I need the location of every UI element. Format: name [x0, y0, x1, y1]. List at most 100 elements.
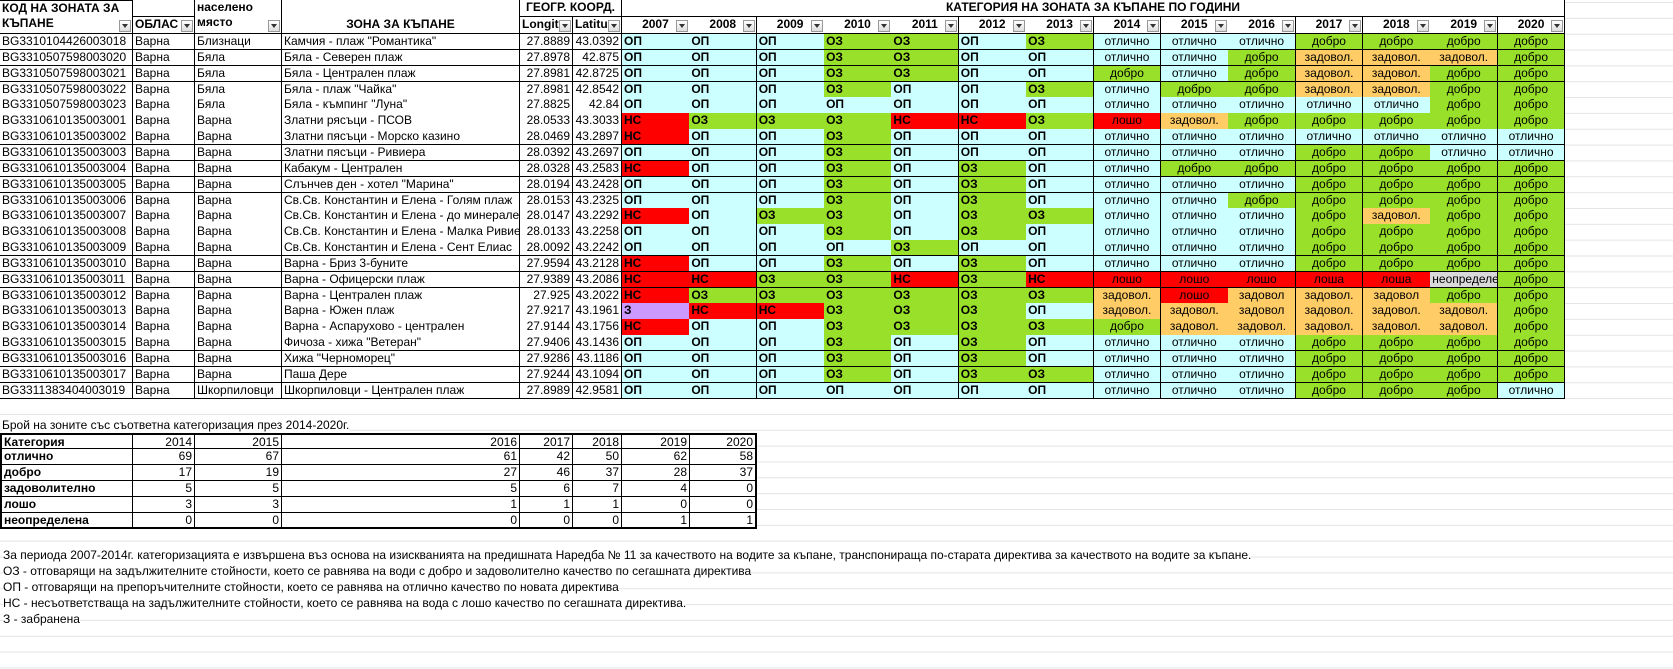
category: ОЗ — [824, 144, 892, 162]
category-text: добро — [1312, 176, 1346, 191]
filter-button[interactable] — [1214, 20, 1227, 32]
latitude: 43.2242 — [573, 240, 622, 257]
filter-button[interactable] — [268, 20, 280, 32]
category-text: ОЗ — [960, 351, 978, 365]
category: добро — [1430, 240, 1499, 257]
category: задовол — [1362, 287, 1431, 304]
category-text: задовол. — [1102, 287, 1152, 302]
category-text: отлично — [1508, 382, 1554, 397]
category-text: добро — [1379, 113, 1414, 128]
category: ОП — [958, 240, 1027, 257]
category-text: отлично — [1104, 97, 1150, 112]
category: ОЗ — [891, 240, 960, 257]
latitude: 43.2697 — [573, 144, 622, 162]
category-text: добро — [1446, 366, 1481, 381]
longitude: 28.0153 — [520, 192, 573, 209]
category: ОП — [891, 129, 960, 146]
region: Варна — [133, 255, 195, 273]
header-category: КАТЕГОРИЯ НА ЗОНАТА ЗА КЪПАНЕ ПО ГОДИНИ — [622, 0, 1565, 17]
summary-count-text: 0 — [612, 513, 619, 527]
category: добро — [1497, 192, 1566, 209]
category: отлично — [1228, 97, 1297, 114]
filter-button[interactable] — [1551, 20, 1564, 32]
category-text: ОП — [1028, 129, 1047, 144]
category-text: задовол. — [1169, 303, 1219, 318]
category-text: отлично — [1239, 382, 1285, 397]
category-text: добро — [1379, 160, 1414, 175]
category-text: добро — [1446, 81, 1481, 96]
category-text: ОП — [691, 176, 710, 191]
region: Варна — [133, 208, 195, 225]
category: ОЗ — [1026, 287, 1094, 304]
category-text: отлично — [1239, 366, 1285, 381]
category: ОП — [756, 34, 825, 51]
category: ОЗ — [824, 160, 892, 178]
category: лошо — [1093, 113, 1162, 130]
category-text: ОЗ — [893, 319, 911, 334]
category: ОЗ — [891, 287, 960, 304]
header-year: 2013 — [1026, 17, 1094, 34]
longitude: 27.8981 — [520, 65, 573, 83]
category-text: ОЗ — [893, 303, 911, 318]
category: ОП — [958, 65, 1027, 83]
category: отлично — [1430, 144, 1499, 162]
filter-button[interactable] — [608, 20, 620, 32]
filter-button[interactable] — [743, 20, 756, 32]
filter-button[interactable] — [181, 20, 193, 32]
filter-button[interactable] — [1147, 20, 1160, 32]
zone-name: Бяла - къмпинг "Луна" — [282, 97, 520, 114]
category-text: добро — [1312, 240, 1346, 255]
category: отлично — [1093, 255, 1162, 273]
summary-count: 62 — [622, 449, 690, 465]
category: ОП — [891, 255, 960, 273]
category-text: ОЗ — [1028, 287, 1045, 302]
category: добро — [1362, 366, 1431, 384]
category-text: отлично — [1171, 49, 1217, 64]
zone-code: BG3310610135003008 — [0, 224, 133, 241]
filter-button[interactable] — [559, 20, 571, 32]
filter-button[interactable] — [1282, 20, 1295, 32]
place-text: Варна — [197, 303, 232, 318]
category: ОП — [689, 208, 758, 225]
category-text: отлично — [1104, 382, 1150, 397]
filter-button[interactable] — [810, 20, 823, 32]
summary-count-text: 0 — [746, 481, 753, 495]
summary-count: 3 — [195, 497, 282, 513]
category-text: ОЗ — [1028, 81, 1045, 96]
summary-category-text: задоволително — [4, 481, 96, 495]
category-text: добро — [1446, 382, 1481, 397]
category: добро — [1160, 81, 1229, 98]
filter-button[interactable] — [877, 20, 890, 32]
category: ОП — [756, 129, 825, 146]
category-text: ОП — [893, 144, 912, 159]
zone-code-text: BG3310610135003007 — [2, 208, 127, 223]
filter-button[interactable] — [945, 20, 958, 32]
category: добро — [1430, 113, 1499, 130]
category: отлично — [1093, 366, 1162, 384]
filter-button[interactable] — [1079, 20, 1092, 32]
filter-button[interactable] — [1484, 20, 1497, 32]
category-text: ОЗ — [691, 287, 709, 302]
category-text: ОП — [893, 366, 912, 381]
region-text: Варна — [135, 192, 170, 207]
summary-count: 6 — [520, 481, 573, 497]
category-text: ОЗ — [826, 160, 843, 175]
category: добро — [1430, 81, 1499, 98]
category-text: добро — [1514, 208, 1549, 223]
filter-button[interactable] — [119, 20, 131, 32]
summary-count: 27 — [282, 465, 520, 481]
place-text: Варна — [197, 255, 232, 270]
filter-button[interactable] — [1349, 20, 1362, 32]
category: ОЗ — [891, 65, 960, 83]
zone-name-text: Хижа "Черноморец" — [284, 351, 396, 365]
category: добро — [1295, 34, 1364, 51]
category: добро — [1497, 224, 1566, 241]
category-text: ОП — [624, 192, 642, 207]
category: ОП — [756, 335, 825, 352]
filter-button[interactable] — [1416, 20, 1429, 32]
header-region: ОБЛАС — [133, 17, 195, 34]
summary-count: 4 — [622, 481, 690, 497]
filter-button[interactable] — [675, 20, 688, 32]
zone-name-text: Бяла - Централен плаж — [284, 65, 416, 80]
filter-button[interactable] — [1012, 20, 1025, 32]
